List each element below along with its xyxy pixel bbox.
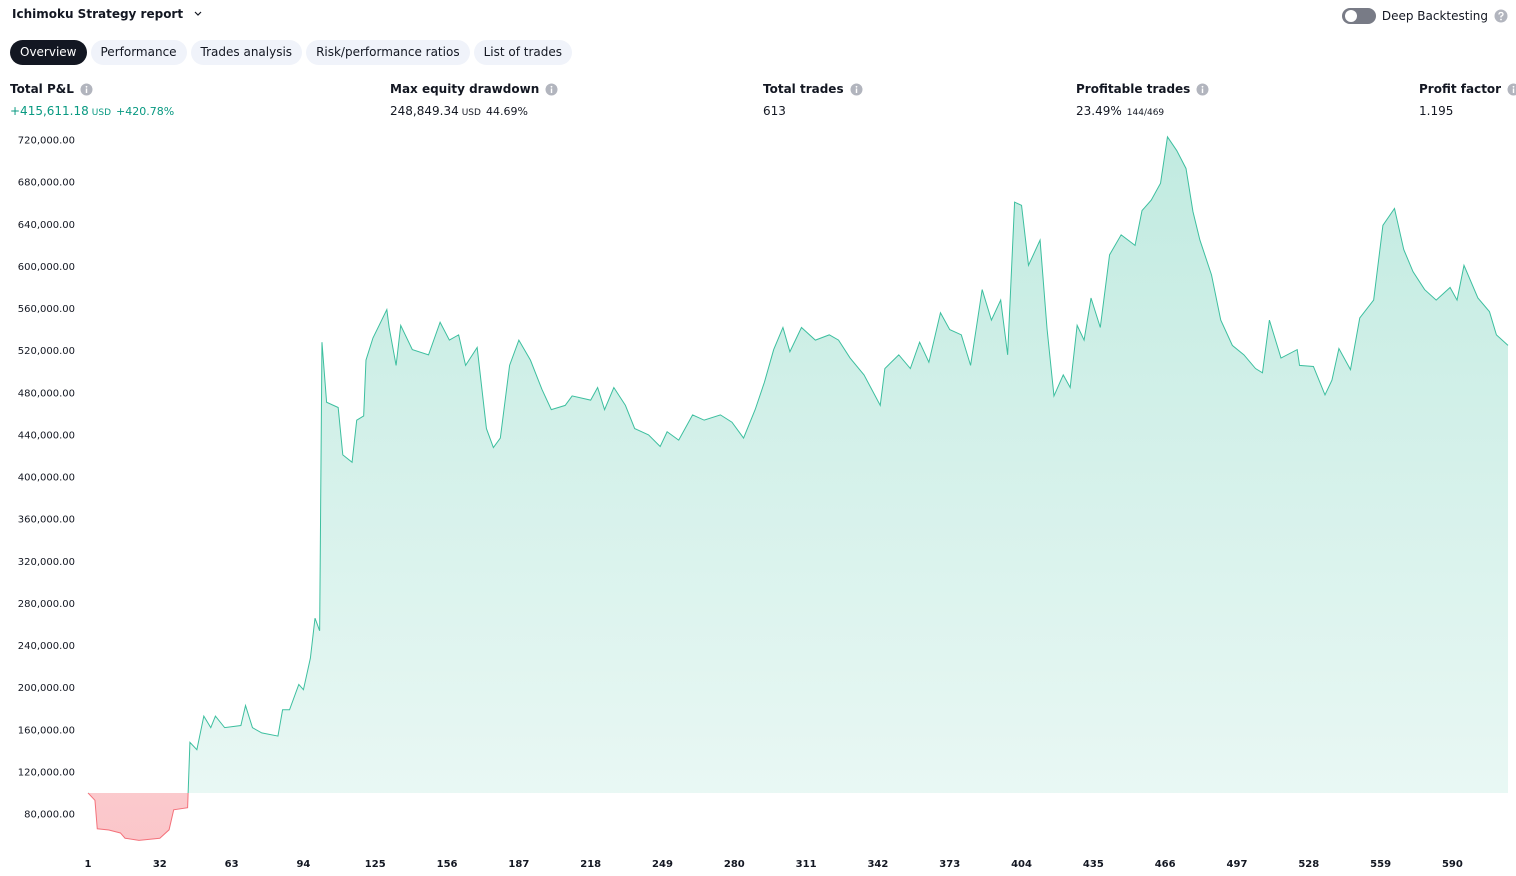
x-tick-label: 94 [296, 859, 310, 870]
x-tick-label: 280 [724, 859, 745, 870]
tab[interactable]: List of trades [473, 40, 572, 65]
metric-label: Total P&L [10, 82, 93, 96]
y-tick-label: 160,000.00 [18, 725, 75, 736]
metric-label: Profit factor [1419, 82, 1516, 96]
toggle-label: Deep Backtesting [1381, 9, 1488, 23]
metric-value: 613 [763, 104, 786, 118]
tab[interactable]: Overview [10, 40, 87, 65]
metric-value: 1.195 [1419, 104, 1453, 118]
value: 23.49% [1076, 104, 1122, 118]
x-tick-label: 497 [1227, 859, 1248, 870]
x-tick-label: 435 [1083, 859, 1104, 870]
metric-label-text: Total trades [763, 82, 844, 96]
y-tick-label: 240,000.00 [18, 641, 75, 652]
y-tick-label: 200,000.00 [18, 683, 75, 694]
x-tick-label: 32 [153, 859, 167, 870]
extra: 44.69% [485, 105, 528, 118]
tab[interactable]: Performance [90, 40, 187, 65]
value: 613 [763, 104, 786, 118]
x-tick-label: 156 [437, 859, 458, 870]
y-tick-label: 320,000.00 [18, 557, 75, 568]
x-tick-label: 373 [939, 859, 960, 870]
value: +415,611.18 [10, 104, 89, 118]
metric-label: Profitable trades [1076, 82, 1209, 96]
metric-label: Max equity drawdown [390, 82, 558, 96]
y-tick-label: 640,000.00 [18, 220, 75, 231]
x-tick-label: 125 [365, 859, 386, 870]
metric-value: 248,849.34 USD 44.69% [390, 104, 528, 118]
y-tick-label: 400,000.00 [18, 473, 75, 484]
tab[interactable]: Risk/performance ratios [306, 40, 470, 65]
x-tick-label: 249 [652, 859, 673, 870]
x-tick-label: 218 [580, 859, 601, 870]
chevron [194, 11, 202, 16]
y-tick-label: 520,000.00 [18, 346, 75, 357]
y-tick-label: 120,000.00 [18, 767, 75, 778]
unit: USD [461, 108, 481, 118]
equity-line [88, 135, 1509, 793]
help-icon[interactable] [1494, 9, 1508, 23]
area-positive [188, 136, 1508, 793]
x-tick-label: 342 [867, 859, 888, 870]
x-tick-label: 590 [1442, 859, 1463, 870]
info-icon[interactable] [1196, 83, 1209, 96]
metric-label: Total trades [763, 82, 863, 96]
metric-value: 23.49% 144/469 [1076, 104, 1164, 118]
y-tick-label: 480,000.00 [18, 388, 75, 399]
extra: +420.78% [116, 105, 175, 118]
info-icon[interactable] [1507, 83, 1516, 96]
metric-label-text: Profitable trades [1076, 82, 1191, 96]
metric-label-text: Max equity drawdown [390, 82, 540, 96]
value: 1.195 [1419, 104, 1454, 118]
y-tick-label: 80,000.00 [24, 810, 75, 821]
extra: 144/469 [1126, 108, 1165, 118]
metric-label-text: Profit factor [1419, 82, 1502, 96]
x-tick-label: 559 [1370, 859, 1391, 870]
y-tick-label: 720,000.00 [18, 136, 75, 147]
info-icon[interactable] [80, 83, 93, 96]
info-icon[interactable] [545, 83, 558, 96]
y-tick-label: 680,000.00 [18, 178, 75, 189]
metric-label-text: Total P&L [10, 82, 74, 96]
y-tick-label: 360,000.00 [18, 515, 75, 526]
title-text: Ichimoku Strategy report [12, 7, 184, 21]
unit: USD [91, 108, 111, 118]
x-tick-label: 466 [1155, 859, 1176, 870]
y-tick-label: 600,000.00 [18, 262, 75, 273]
x-tick-label: 528 [1298, 859, 1319, 870]
y-tick-label: 280,000.00 [18, 599, 75, 610]
x-tick-label: 311 [796, 859, 817, 870]
y-tick-label: 560,000.00 [18, 304, 75, 315]
value: 248,849.34 [390, 104, 459, 118]
tab[interactable]: Trades analysis [190, 40, 303, 65]
x-tick-label: 187 [508, 859, 529, 870]
y-tick-label: 440,000.00 [18, 430, 75, 441]
tab-bar: Overview Performance Trades analysis Risk/p… [10, 40, 572, 65]
x-tick-label: 404 [1011, 859, 1032, 870]
x-tick-label: 63 [225, 859, 239, 870]
x-tick-label: 1 [85, 859, 92, 870]
report-title[interactable]: Ichimoku Strategy report [12, 7, 203, 21]
metric-value: +415,611.18 USD +420.78% [10, 104, 174, 118]
deep-backtesting[interactable]: Deep Backtesting [1341, 7, 1508, 25]
switch[interactable] [1341, 7, 1376, 25]
info-icon[interactable] [850, 83, 863, 96]
